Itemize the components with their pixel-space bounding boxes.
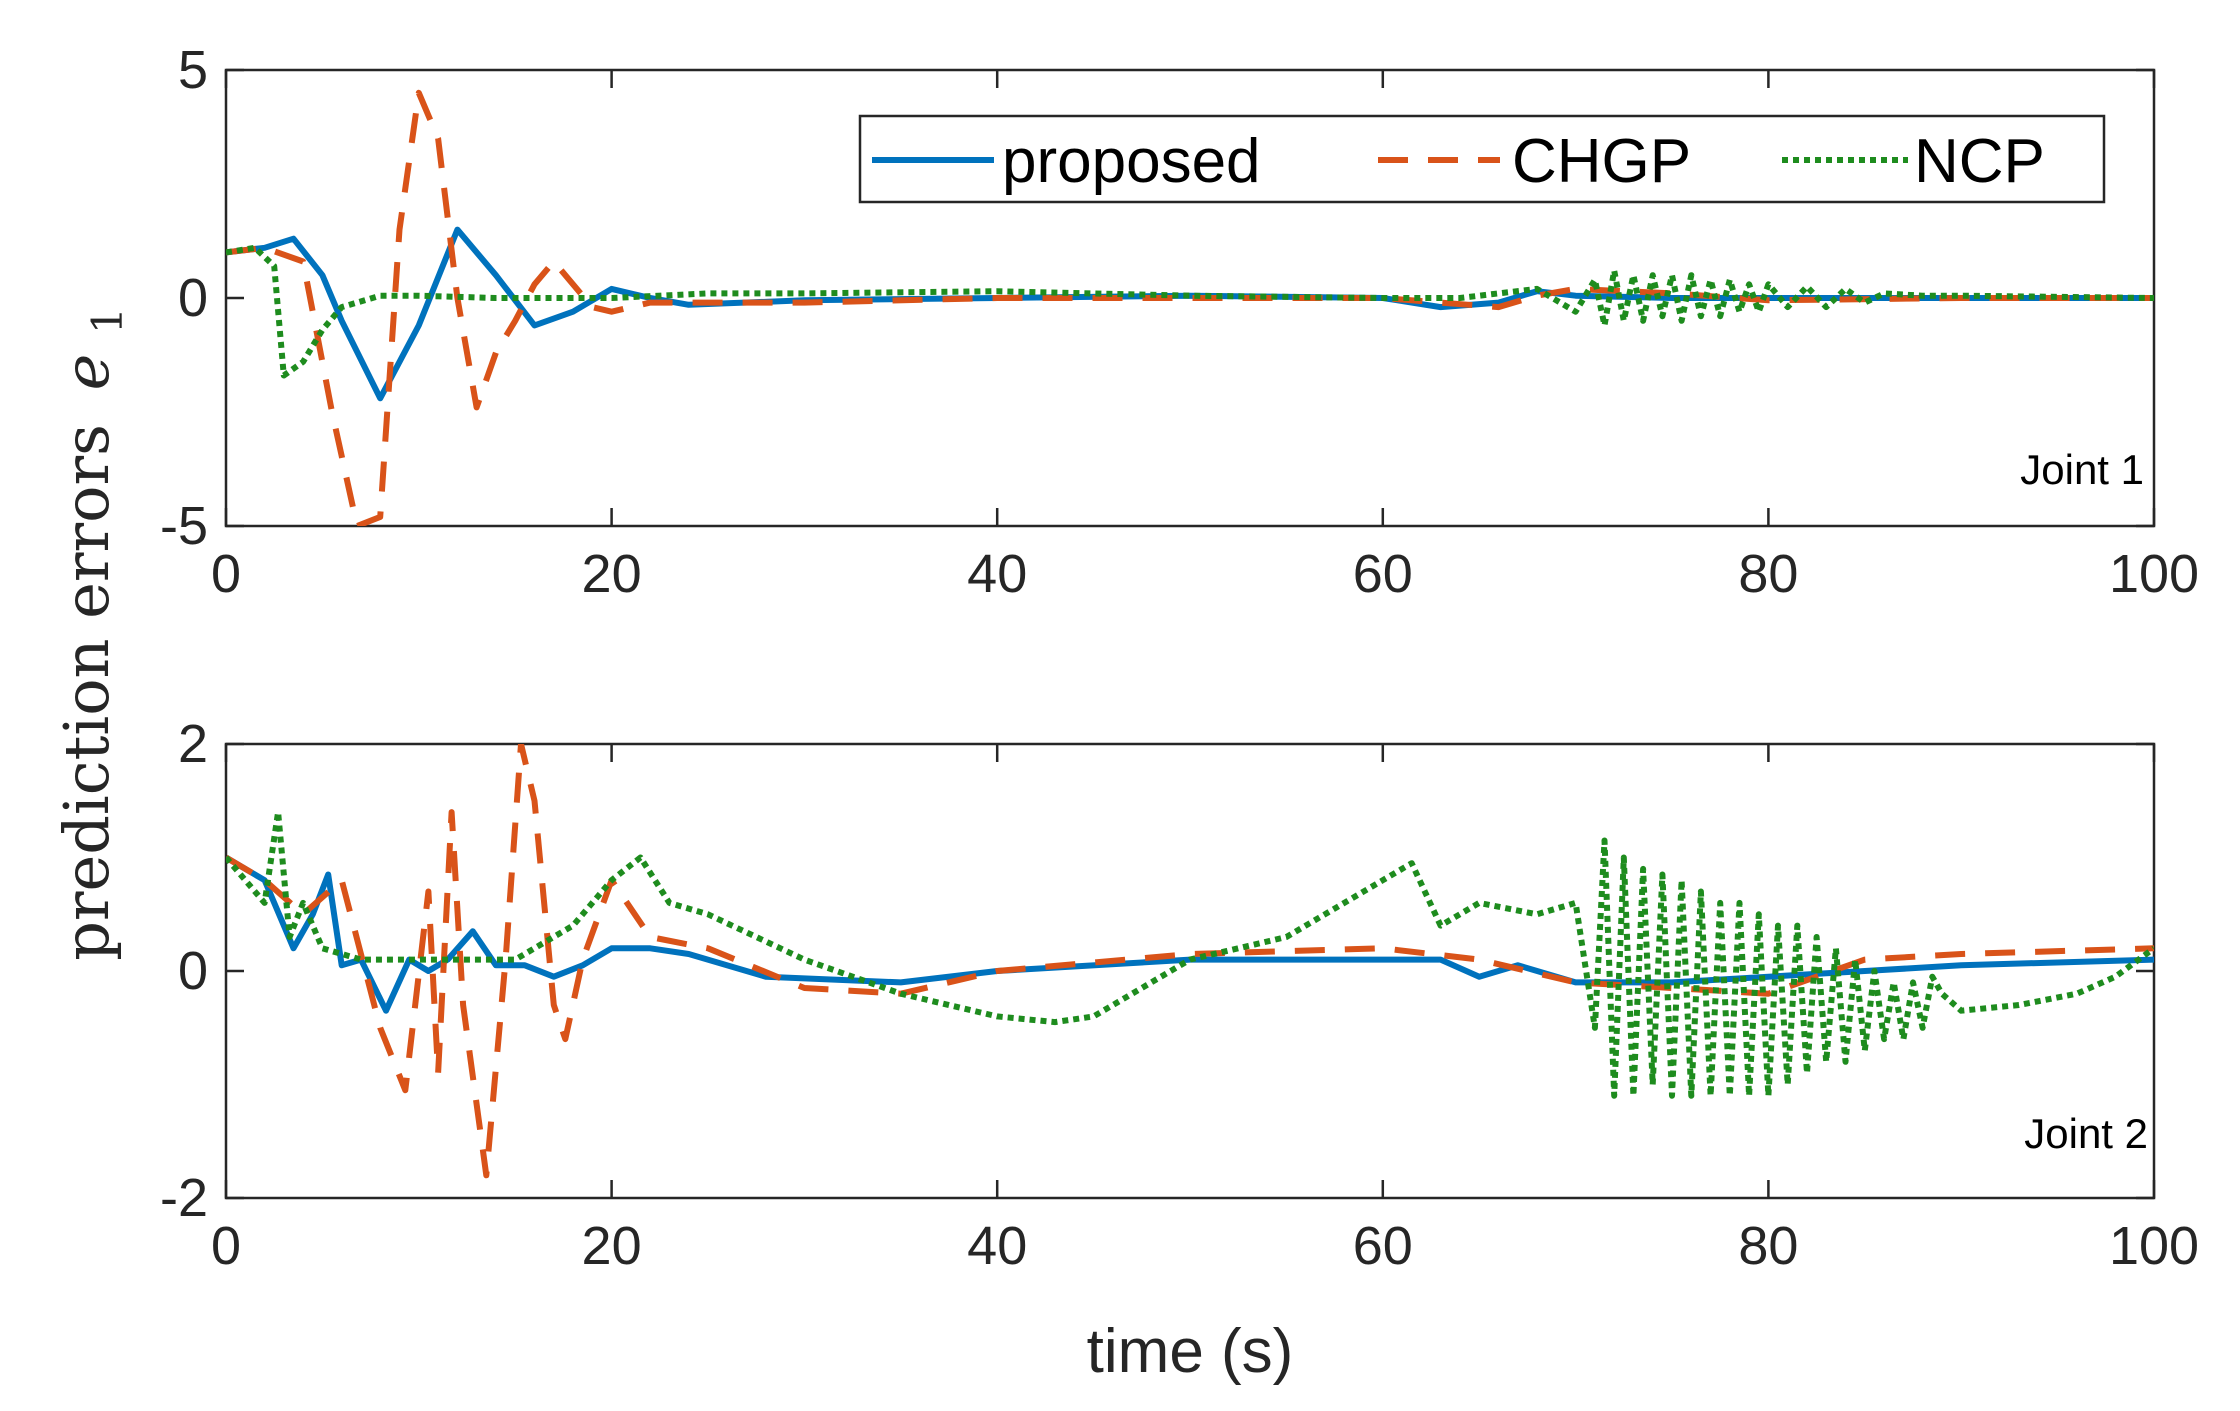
x-tick-label: 80 [1738,1216,1798,1276]
y-axis-label-subscript: 1 [83,307,132,334]
x-tick-label: 100 [2109,544,2199,604]
series-group-joint-1 [226,89,2154,526]
x-tick-label: 100 [2109,1216,2199,1276]
legend-label-chgp: CHGP [1512,127,1691,196]
series-chgp-joint-1 [226,89,2154,526]
x-tick-label: 0 [211,544,241,604]
x-tick-label: 60 [1353,544,1413,604]
series-ncp-joint-2 [226,809,2154,1099]
y-tick-label: 0 [178,941,208,1001]
annotation-joint-2: Joint 2 [2024,1110,2148,1157]
y-axis-label: prediction errors e 1 [50,307,132,961]
y-tick-label: 2 [178,714,208,774]
x-tick-label: 40 [967,1216,1027,1276]
x-tick-label: 20 [582,1216,642,1276]
x-axis-label: time (s) [1087,1317,1294,1386]
y-axis-label-symbol: e [50,354,123,391]
legend-label-proposed: proposed [1002,127,1261,196]
y-axis-label-text: prediction errors [50,424,123,961]
x-tick-label: 20 [582,544,642,604]
x-tick-label: 0 [211,1216,241,1276]
x-tick-label: 80 [1738,544,1798,604]
series-proposed-joint-2 [226,854,2154,1014]
series-group-joint-2 [226,744,2154,1179]
y-tick-label: 5 [178,40,208,100]
series-chgp-joint-2 [226,744,2154,1179]
y-tick-label: -2 [160,1168,208,1228]
y-tick-label: -5 [160,496,208,556]
annotation-joint-1: Joint 1 [2020,446,2144,493]
series-proposed-joint-1 [226,226,2154,402]
series-ncp-joint-1 [226,244,2154,379]
x-tick-label: 40 [967,544,1027,604]
y-tick-label: 0 [178,268,208,328]
x-tick-label: 60 [1353,1216,1413,1276]
legend-label-ncp: NCP [1914,127,2045,196]
legend: proposed CHGP NCP [858,114,2106,204]
